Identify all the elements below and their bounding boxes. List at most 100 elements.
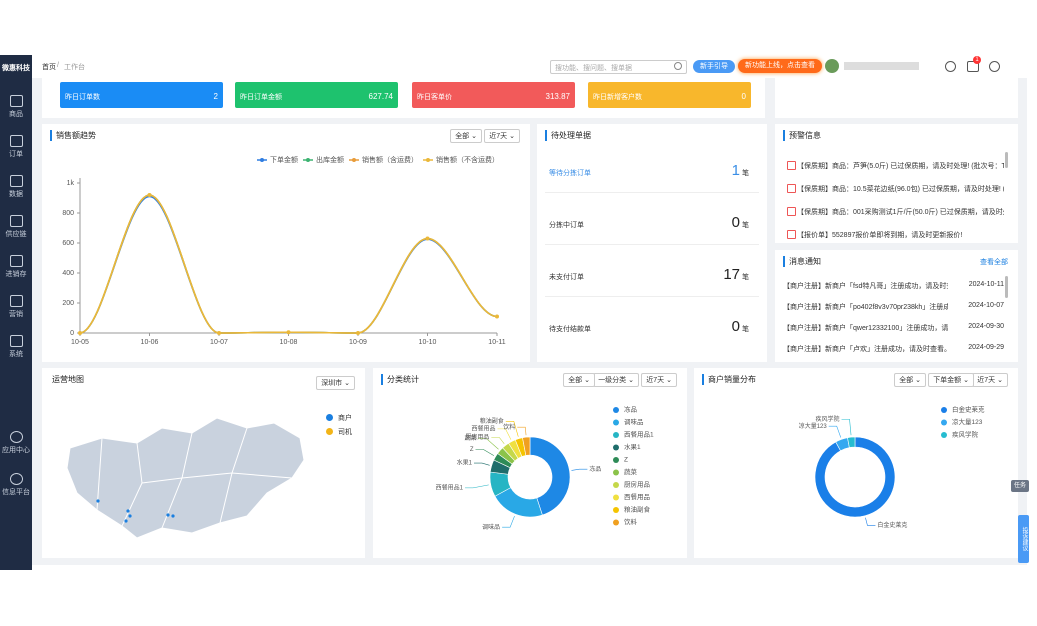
y-tick-label: 200: [62, 300, 74, 307]
line-chart: 0 200 400 600 800 1k 10-05 10-06 10-07 10-08 10-09…: [62, 155, 505, 346]
avatar[interactable]: [825, 59, 839, 73]
filter-label: 近7天: [977, 377, 996, 384]
label-line: [828, 425, 842, 438]
pending-count: 17: [723, 266, 740, 283]
legend-label: 厨房用品: [624, 480, 650, 489]
legend-label: 调味品: [624, 417, 644, 426]
new-feature-button[interactable]: 新功能上线，点击查看: [738, 59, 822, 73]
point: [356, 331, 360, 335]
point: [495, 314, 499, 319]
filter-select[interactable]: 近7天 ⌄: [641, 373, 677, 387]
alert-item[interactable]: 【报价单】552897报价单即将到期，请及时更新报价!: [797, 232, 963, 239]
legend-item[interactable]: 销售额（含运费）: [349, 155, 418, 164]
pending-unit: 笔: [742, 170, 749, 177]
menu-item[interactable]: 系统: [9, 351, 23, 358]
legend-label: 饮料: [624, 517, 638, 526]
legend-label: 疾风学院: [952, 430, 979, 439]
filter-select[interactable]: 近7天 ⌄: [972, 373, 1008, 387]
filter-select[interactable]: 全部 ⌄: [563, 373, 595, 387]
menu-item[interactable]: 商品: [9, 111, 23, 118]
message-text[interactable]: 【商户注册】新商户「qwer12332100」注册成功，请及时查...: [783, 325, 948, 332]
city-select[interactable]: 深圳市 ⌄: [316, 376, 355, 390]
divider: [545, 192, 759, 193]
label-line: [478, 438, 499, 450]
menu-icon: [10, 175, 23, 187]
message-text[interactable]: 【商户注册】新商户「卢欢」注册成功，请及时查看。: [783, 346, 948, 353]
stat-panel: 昨日订单数 2 昨日订单金额 627.74 昨日客单价 313.87 昨日新增客户数 0: [42, 78, 765, 118]
alert-icon: [787, 207, 796, 216]
x-tick-label: 10-08: [280, 339, 298, 346]
panel-title: 预警信息: [783, 130, 821, 141]
task-tab[interactable]: 任务: [1011, 480, 1029, 492]
legend-dot: [941, 419, 947, 426]
message-text[interactable]: 【商户注册】新商户「po402f8v3v70pr238kh」注册成功，请...: [783, 304, 948, 311]
map-dot: [124, 519, 128, 523]
breadcrumb[interactable]: 首页: [42, 64, 56, 71]
menu-item[interactable]: 订单: [9, 151, 23, 158]
menu-item[interactable]: 数据: [9, 191, 23, 198]
pending-label[interactable]: 分拣中订单: [549, 222, 584, 229]
search-placeholder: 搜功能、搜问题、搜单据: [555, 65, 632, 72]
feedback-tab[interactable]: 投诉建议: [1018, 515, 1029, 563]
guide-button[interactable]: 新手引导: [693, 60, 735, 73]
filter-select[interactable]: 下单金额 ⌄: [928, 373, 974, 387]
pending-label[interactable]: 未支付订单: [549, 274, 584, 281]
menu-item[interactable]: 进销存: [5, 271, 27, 278]
pending-label[interactable]: 等待分拣订单: [549, 170, 591, 177]
slice-label: 凉大量123: [799, 422, 828, 430]
user-icon[interactable]: [945, 61, 956, 72]
legend-item[interactable]: 下单金额: [257, 155, 298, 164]
view-all-link[interactable]: 查看全部: [980, 259, 1008, 266]
search-icon: [674, 62, 682, 70]
alert-icon: [787, 184, 796, 193]
legend-dot: [613, 444, 619, 451]
pending-unit: 笔: [742, 326, 749, 333]
series-line: [79, 194, 498, 334]
menu-item[interactable]: 应用中心: [2, 447, 30, 454]
menu-item[interactable]: 信息平台: [2, 489, 30, 496]
alert-item[interactable]: 【保质期】商品：001采购测试1斤/斤(50.0斤) 已过保质期，请及时处...: [797, 209, 1004, 216]
donut-slice: [847, 436, 856, 448]
alert-icon: [787, 230, 796, 239]
donut-slice: [529, 436, 571, 516]
legend-item[interactable]: 出库金额: [303, 155, 344, 164]
legend-dot: [613, 507, 619, 513]
help-icon[interactable]: [989, 61, 1000, 72]
filter-select[interactable]: 一级分类 ⌄: [593, 373, 639, 387]
donut-chart: 冻品冻品调味品调味品西餐用品1西餐用品1水果1水果1ZZ蔬菜蔬菜厨房用品厨房用品…: [436, 405, 654, 531]
legend-label: 西餐用品: [624, 492, 650, 501]
alert-item[interactable]: 【保质期】商品：10.5菜花边纸(96.0包) 已过保质期，请及时处理! (批.…: [797, 186, 1004, 193]
filter-select[interactable]: 近7天 ⌄: [484, 129, 520, 143]
panel-title: 待处理单据: [545, 130, 591, 141]
map-dot: [96, 499, 100, 503]
legend-label: 水果1: [624, 442, 641, 451]
message-text[interactable]: 【商户注册】新商户「fsd特凡哥」注册成功，请及时查看。: [783, 283, 948, 290]
pending-label[interactable]: 待支付结款单: [549, 326, 591, 333]
label-line: [497, 428, 512, 440]
label-line: [502, 515, 515, 528]
filter-select[interactable]: 全部 ⌄: [450, 129, 482, 143]
badge: 1: [973, 56, 981, 64]
label-line: [475, 449, 495, 456]
legend-label: 出库金额: [316, 155, 344, 164]
legend-label: 白金史莱克: [952, 405, 985, 414]
legend-item[interactable]: 销售额（不含运费）: [423, 155, 499, 164]
search-box[interactable]: 搜功能、搜问题、搜单据: [550, 60, 687, 74]
series-line: [79, 194, 498, 334]
menu-item[interactable]: 供应链: [5, 231, 27, 238]
menu-item[interactable]: 营销: [9, 311, 23, 318]
pending-panel: 待处理单据 等待分拣订单 1 笔分拣中订单 0 笔未支付订单 17 笔待支付结款单 0 笔: [537, 124, 767, 362]
stat-label: 昨日客单价: [417, 94, 452, 101]
slice-label: 疾风学院: [816, 415, 840, 423]
legend-dot: [426, 158, 430, 162]
alerts-panel: 预警信息 【保质期】商品：芦笋(5.0斤) 已过保质期，请及时处理! (批次号：…: [775, 124, 1018, 243]
series-line: [79, 194, 498, 334]
stat-value: 627.74: [368, 92, 393, 101]
legend-dot: [941, 407, 947, 413]
alert-item[interactable]: 【保质期】商品：芦笋(5.0斤) 已过保质期，请及时处理! (批次号：T10..…: [797, 163, 1004, 170]
legend-dot: [326, 428, 333, 435]
filter-select[interactable]: 全部 ⌄: [894, 373, 926, 387]
